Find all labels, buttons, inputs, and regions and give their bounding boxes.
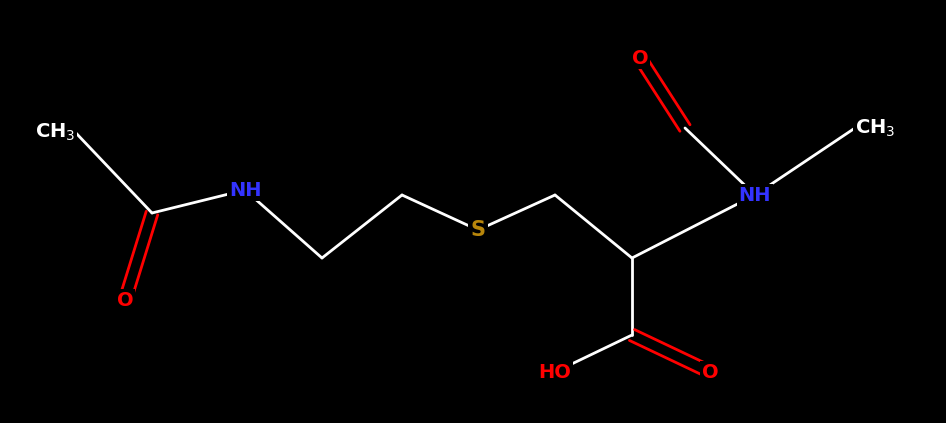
Text: S: S <box>470 220 485 240</box>
Text: HO: HO <box>538 363 571 382</box>
Text: NH: NH <box>739 186 771 204</box>
Text: O: O <box>702 363 718 382</box>
Text: CH$_3$: CH$_3$ <box>855 117 895 139</box>
Text: NH: NH <box>229 181 261 200</box>
Text: CH$_3$: CH$_3$ <box>35 121 75 143</box>
Text: O: O <box>632 49 648 68</box>
Text: O: O <box>116 291 133 310</box>
